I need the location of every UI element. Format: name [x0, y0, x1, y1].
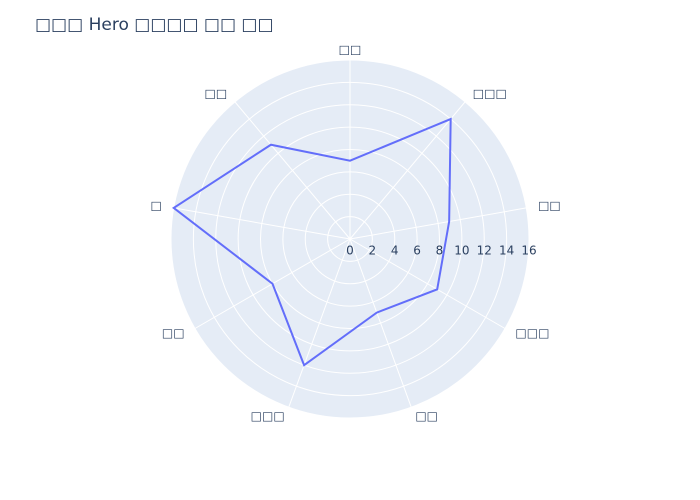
category-label: □□□ — [515, 326, 549, 340]
radial-tick-label: 8 — [436, 244, 444, 258]
radial-tick-label: 16 — [521, 244, 536, 258]
category-label: □□ — [339, 43, 362, 57]
category-label: □ — [151, 199, 162, 213]
category-label: □□ — [205, 87, 228, 101]
angular-grid-line — [349, 238, 412, 408]
radial-tick-label: 0 — [346, 244, 354, 258]
radial-tick-label: 12 — [477, 244, 492, 258]
angular-grid-line — [173, 207, 351, 240]
angular-grid-line — [288, 238, 351, 408]
radial-tick-label: 14 — [499, 244, 514, 258]
angular-grid-line — [234, 101, 351, 240]
category-label: □□□ — [251, 409, 285, 423]
radar-line — [171, 117, 452, 367]
angular-grid-line — [349, 238, 506, 329]
radial-tick-label: 2 — [369, 244, 377, 258]
category-label: □□ — [538, 199, 561, 213]
category-label: □□ — [162, 326, 185, 340]
radial-tick-label: 6 — [413, 244, 421, 258]
radial-tick-label: 4 — [391, 244, 399, 258]
radial-tick-label: 10 — [454, 244, 469, 258]
angular-grid-line — [349, 207, 527, 240]
category-label: □□□ — [473, 87, 507, 101]
chart-title: □□□ Hero □□□□ □□ □□ — [35, 15, 274, 35]
angular-grid-line — [349, 101, 466, 240]
category-label: □□ — [415, 409, 438, 423]
